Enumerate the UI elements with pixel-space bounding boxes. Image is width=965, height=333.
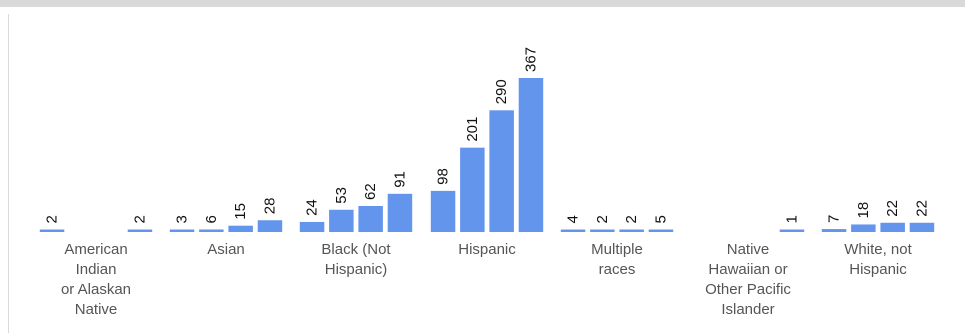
category-label-american-indian-or-alaskan-native-line-2: Indian xyxy=(76,261,117,278)
value-label-american-indian-or-alaskan-native-4: 2 xyxy=(131,215,148,223)
value-label-black-not-hispanic-1: 24 xyxy=(304,199,321,216)
value-label-black-not-hispanic-4: 91 xyxy=(391,171,408,188)
bar-black-not-hispanic-2 xyxy=(329,209,354,232)
category-label-black-not-hispanic-line-2: Hispanic) xyxy=(325,261,388,278)
bars-layer xyxy=(39,78,935,232)
bar-native-hawaiian-or-other-pacific-islander-4 xyxy=(779,229,805,232)
value-label-asian-3: 15 xyxy=(232,203,249,220)
category-label-asian-line-1: Asian xyxy=(207,241,245,258)
value-label-white-not-hispanic-3: 22 xyxy=(884,200,901,217)
bar-asian-3 xyxy=(228,225,253,232)
bar-asian-1 xyxy=(169,229,195,232)
category-label-multiple-races-line-1: Multiple xyxy=(591,241,643,258)
value-label-native-hawaiian-or-other-pacific-islander-4: 1 xyxy=(783,215,800,223)
category-labels-layer: American Indian or Alaskan Native Asian Black… xyxy=(61,241,913,318)
value-label-hispanic-2: 201 xyxy=(464,117,481,142)
left-border xyxy=(8,14,9,333)
bar-hispanic-2 xyxy=(460,147,485,232)
bar-black-not-hispanic-4 xyxy=(387,193,413,232)
category-label-american-indian-or-alaskan-native-line-1: American xyxy=(64,241,127,258)
value-label-black-not-hispanic-2: 53 xyxy=(333,187,350,204)
category-label-hispanic-line-1: Hispanic xyxy=(458,241,516,258)
category-label-multiple-races-line-2: races xyxy=(599,261,636,278)
bar-white-not-hispanic-3 xyxy=(880,222,905,232)
category-label-white-not-hispanic-line-2: Hispanic xyxy=(849,261,907,278)
bar-white-not-hispanic-4 xyxy=(909,222,935,232)
value-label-white-not-hispanic-4: 22 xyxy=(913,200,930,217)
category-label-white-not-hispanic-line-1: White, not xyxy=(844,241,912,258)
category-label-native-hawaiian-or-other-pacific-islander-line-2: Hawaiian or xyxy=(708,261,787,278)
value-label-asian-2: 6 xyxy=(203,215,220,223)
bar-black-not-hispanic-3 xyxy=(358,205,383,232)
value-label-multiple-races-2: 2 xyxy=(594,215,611,223)
value-label-black-not-hispanic-3: 62 xyxy=(362,183,379,200)
category-label-native-hawaiian-or-other-pacific-islander-line-3: Other Pacific xyxy=(705,281,791,298)
value-label-asian-1: 3 xyxy=(174,215,191,223)
bar-asian-2 xyxy=(199,229,224,232)
value-label-hispanic-4: 367 xyxy=(522,47,539,72)
value-label-hispanic-3: 290 xyxy=(493,79,510,104)
bar-black-not-hispanic-1 xyxy=(299,221,325,232)
category-label-black-not-hispanic-line-1: Black (Not xyxy=(321,241,391,258)
bar-white-not-hispanic-1 xyxy=(821,229,847,232)
value-label-american-indian-or-alaskan-native-1: 2 xyxy=(44,215,61,223)
bar-multiple-races-3 xyxy=(619,229,644,232)
value-label-asian-4: 28 xyxy=(261,198,278,215)
bar-hispanic-3 xyxy=(489,110,514,232)
bar-american-indian-or-alaskan-native-4 xyxy=(127,229,153,232)
bar-american-indian-or-alaskan-native-1 xyxy=(39,229,65,232)
bar-asian-4 xyxy=(257,220,283,232)
bar-multiple-races-2 xyxy=(590,229,615,232)
bar-multiple-races-4 xyxy=(648,229,674,232)
value-label-white-not-hispanic-1: 7 xyxy=(826,215,843,223)
category-label-american-indian-or-alaskan-native-line-4: Native xyxy=(75,301,118,318)
value-label-multiple-races-3: 2 xyxy=(623,215,640,223)
value-label-multiple-races-4: 5 xyxy=(652,215,669,223)
category-label-native-hawaiian-or-other-pacific-islander-line-4: Islander xyxy=(721,301,774,318)
value-label-white-not-hispanic-2: 18 xyxy=(855,202,872,219)
category-label-american-indian-or-alaskan-native-line-3: or Alaskan xyxy=(61,281,131,298)
category-label-native-hawaiian-or-other-pacific-islander-line-1: Native xyxy=(727,241,770,258)
bar-hispanic-1 xyxy=(430,190,456,232)
bar-white-not-hispanic-2 xyxy=(851,224,876,232)
top-border xyxy=(0,0,965,7)
value-label-multiple-races-1: 4 xyxy=(565,215,582,223)
value-label-hispanic-1: 98 xyxy=(435,168,452,185)
bar-hispanic-4 xyxy=(518,78,544,232)
bar-multiple-races-1 xyxy=(560,229,586,232)
